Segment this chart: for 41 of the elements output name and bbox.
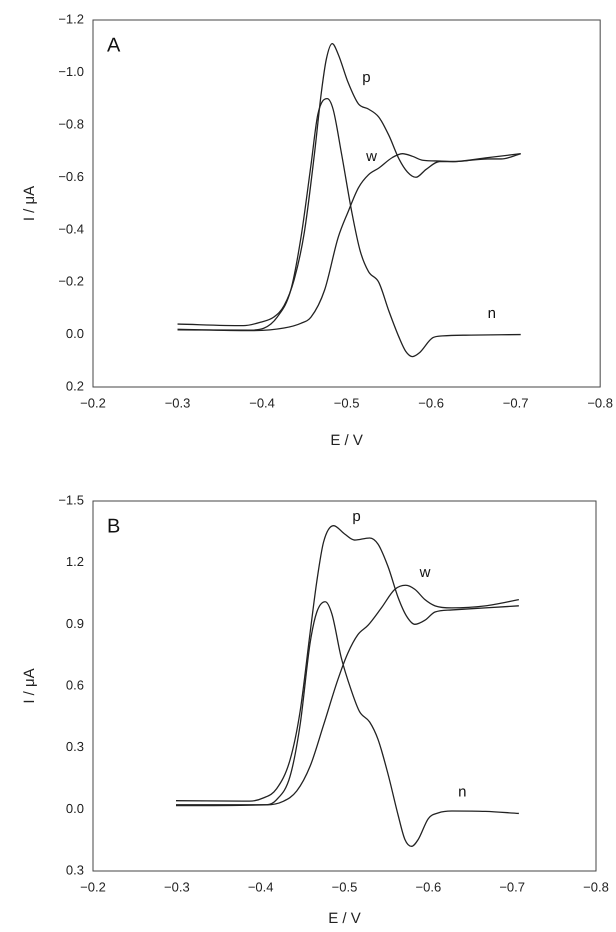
y-tick-label: 0.3: [66, 739, 84, 754]
x-axis-title: E / V: [328, 910, 361, 928]
y-tick-label: 0.6: [66, 678, 84, 693]
x-tick-label: −0.8: [583, 879, 609, 894]
x-tick-label: −0.3: [164, 395, 190, 410]
y-axis-title: I / μA: [21, 668, 38, 704]
y-tick-label: −1.0: [58, 64, 84, 80]
y-tick-label: 0.2: [66, 378, 84, 394]
y-tick-label: 0.0: [66, 800, 84, 816]
y-tick-label: −1.5: [58, 492, 84, 508]
x-tick-label: −0.6: [418, 395, 444, 410]
x-tick-label: −0.7: [499, 879, 526, 894]
y-tick-label: −0.4: [58, 221, 84, 236]
y-tick-label: 0.0: [66, 326, 84, 342]
x-tick-label: −0.8: [587, 395, 614, 410]
x-tick-label: −0.5: [334, 395, 360, 410]
series-label: w: [418, 564, 431, 581]
series-label: w: [365, 148, 378, 165]
text: B: [107, 516, 120, 538]
series-label: p: [352, 508, 361, 526]
y-tick-label: 0.9: [66, 616, 84, 631]
text: A: [107, 34, 121, 57]
x-tick-label: −0.3: [164, 879, 190, 894]
x-tick-label: −0.2: [80, 395, 106, 410]
x-axis-title: E / V: [330, 432, 363, 450]
x-tick-label: −0.4: [249, 395, 275, 410]
y-tick-label: −1.2: [58, 12, 84, 27]
series-label: n: [458, 784, 467, 801]
x-tick-label: −0.6: [415, 879, 442, 894]
y-tick-label: 1.2: [66, 554, 84, 570]
x-tick-label: −0.7: [502, 395, 528, 410]
series-label: n: [488, 305, 496, 322]
y-tick-label: −0.6: [58, 168, 84, 184]
y-tick-label: −0.2: [58, 274, 84, 289]
x-tick-label: −0.5: [332, 879, 358, 894]
x-tick-label: −0.2: [80, 879, 106, 894]
y-tick-label: −0.8: [58, 116, 84, 132]
y-axis-title: I / μA: [21, 186, 38, 222]
x-tick-label: −0.4: [248, 879, 274, 894]
series-label: p: [362, 69, 371, 86]
y-tick-label: 0.3: [66, 862, 84, 878]
